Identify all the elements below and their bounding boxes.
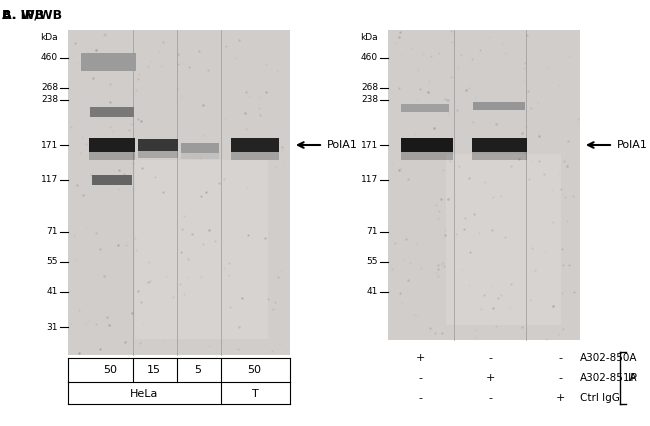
Bar: [473, 102, 525, 110]
Text: 50: 50: [247, 365, 261, 375]
Text: A302-851A: A302-851A: [580, 373, 638, 383]
Bar: [471, 152, 526, 161]
Bar: [89, 138, 135, 152]
Text: kDa: kDa: [40, 34, 58, 43]
Text: -: -: [558, 353, 562, 363]
Bar: [231, 152, 279, 161]
Bar: [81, 53, 135, 71]
Text: 5: 5: [194, 365, 202, 375]
Bar: [471, 138, 526, 152]
Bar: [90, 107, 134, 117]
Text: A. WB: A. WB: [2, 9, 44, 22]
Text: 460: 460: [41, 54, 58, 63]
Text: 41: 41: [367, 288, 378, 296]
Text: HeLa: HeLa: [130, 389, 159, 399]
Text: 41: 41: [47, 288, 58, 296]
Text: IP: IP: [628, 373, 638, 383]
Text: B. IP/WB: B. IP/WB: [2, 9, 62, 22]
Text: 55: 55: [47, 257, 58, 267]
Text: 460: 460: [361, 54, 378, 63]
Text: 238: 238: [41, 95, 58, 104]
Text: -: -: [488, 393, 492, 403]
Text: 15: 15: [147, 365, 161, 375]
Text: 238: 238: [361, 95, 378, 104]
Text: +: +: [486, 373, 495, 383]
Text: 31: 31: [47, 322, 58, 331]
Text: +: +: [555, 393, 565, 403]
Bar: [181, 143, 219, 153]
Text: PolA1: PolA1: [617, 140, 648, 150]
Text: 268: 268: [41, 83, 58, 92]
Bar: [181, 153, 219, 159]
Text: 55: 55: [367, 257, 378, 267]
Text: PolA1: PolA1: [327, 140, 358, 150]
Text: 117: 117: [361, 176, 378, 184]
Text: -: -: [418, 393, 422, 403]
Text: -: -: [558, 373, 562, 383]
Bar: [92, 175, 132, 185]
Text: A302-850A: A302-850A: [580, 353, 638, 363]
Text: kDa: kDa: [360, 34, 378, 43]
Bar: [401, 152, 453, 161]
Text: +: +: [415, 353, 424, 363]
Bar: [446, 154, 561, 325]
Text: 71: 71: [47, 227, 58, 236]
Bar: [138, 151, 178, 158]
Bar: [401, 138, 453, 152]
Bar: [89, 152, 135, 161]
Text: Ctrl IgG: Ctrl IgG: [580, 393, 620, 403]
Text: 71: 71: [367, 227, 378, 236]
Text: 268: 268: [361, 83, 378, 92]
Text: 117: 117: [41, 176, 58, 184]
Bar: [135, 160, 268, 339]
Text: -: -: [418, 373, 422, 383]
Bar: [388, 30, 580, 340]
Text: 50: 50: [103, 365, 117, 375]
Bar: [68, 30, 290, 355]
Text: 171: 171: [361, 141, 378, 150]
Text: 171: 171: [41, 141, 58, 150]
Text: T: T: [252, 389, 259, 399]
Bar: [231, 138, 279, 152]
Text: -: -: [488, 353, 492, 363]
Bar: [138, 139, 178, 151]
Bar: [401, 104, 449, 112]
